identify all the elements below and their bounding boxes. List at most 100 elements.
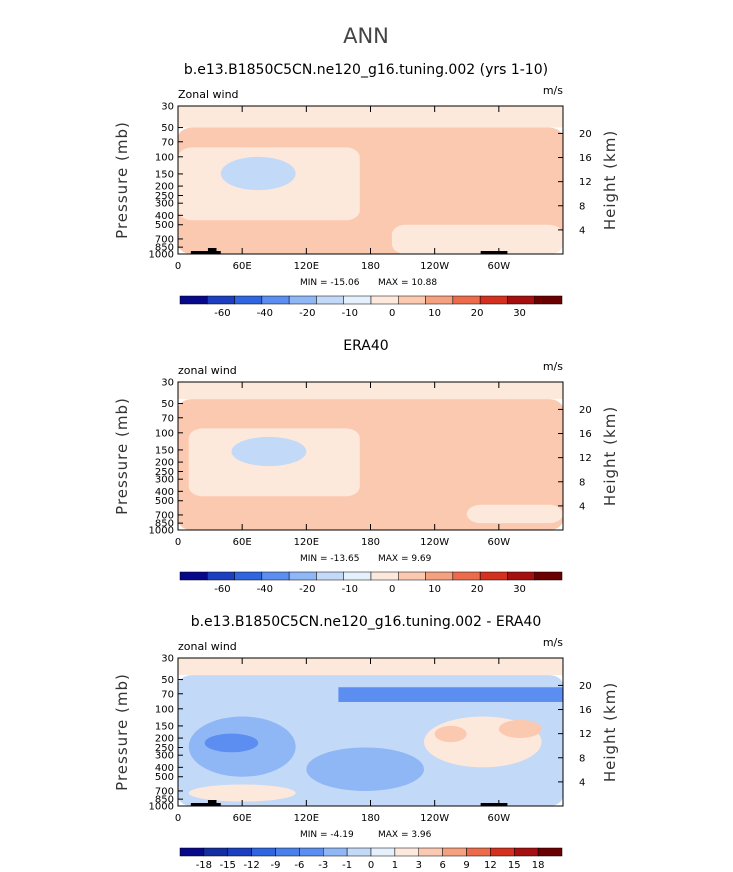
panel-3-units: m/s — [543, 636, 563, 649]
panel-1-min: MIN = -15.06 — [300, 278, 360, 288]
y-tick-label: 200 — [155, 458, 174, 469]
panel-1-ylabel-right: Height (km) — [601, 130, 619, 230]
colorbar-swatch — [316, 571, 344, 581]
panel-1-title: b.e13.B1850C5CN.ne120_g16.tuning.002 (yr… — [184, 62, 548, 78]
y-tick-label: 700 — [155, 786, 174, 797]
y2-tick-label: 16 — [579, 153, 592, 164]
contour-region — [434, 725, 467, 743]
y-tick-label: 50 — [161, 123, 174, 134]
panel-1-units: m/s — [543, 84, 563, 97]
y-tick-label: 50 — [161, 675, 174, 686]
colorbar-label: 12 — [484, 860, 497, 871]
y-tick-label: 100 — [155, 704, 174, 715]
panel-3-ylabel: Pressure (mb) — [113, 673, 131, 791]
x-tick-label: 0 — [175, 261, 181, 272]
colorbar-label: -15 — [220, 860, 236, 871]
y2-tick-label: 4 — [579, 777, 585, 788]
colorbar-swatch — [442, 847, 467, 857]
colorbar-label: -40 — [257, 584, 273, 595]
y-tick-label: 1000 — [149, 802, 174, 813]
colorbar-label: 9 — [463, 860, 469, 871]
y-tick-label: 1000 — [149, 250, 174, 261]
topography — [480, 251, 508, 254]
colorbar-label: -9 — [271, 860, 281, 871]
colorbar-swatch — [418, 847, 443, 857]
y-tick-label: 30 — [161, 654, 174, 665]
y-tick-label: 150 — [155, 445, 174, 456]
y2-tick-label: 4 — [579, 225, 585, 236]
y-tick-label: 100 — [155, 428, 174, 439]
colorbar-swatch — [261, 295, 290, 305]
panel-2-left-label: zonal wind — [178, 364, 237, 377]
colorbar-swatch — [207, 571, 235, 581]
x-tick-label: 60E — [233, 813, 252, 824]
y-tick-label: 850 — [155, 243, 174, 254]
colorbar-label: 30 — [513, 308, 526, 319]
topography — [207, 248, 217, 254]
panel-3-title: b.e13.B1850C5CN.ne120_g16.tuning.002 - E… — [191, 614, 542, 630]
y-tick-label: 400 — [155, 211, 174, 222]
x-tick-label: 60W — [488, 261, 511, 272]
y-tick-label: 50 — [161, 399, 174, 410]
colorbar-swatch — [514, 847, 539, 857]
colorbar-swatch — [227, 847, 252, 857]
colorbar-swatch — [394, 847, 419, 857]
y-tick-label: 250 — [155, 191, 174, 202]
colorbar-label: -20 — [299, 584, 315, 595]
colorbar-swatch — [534, 295, 563, 305]
y-tick-label: 400 — [155, 763, 174, 774]
colorbar-swatch — [452, 295, 481, 305]
colorbar-swatch — [323, 847, 348, 857]
contour-region — [204, 733, 259, 753]
panel-2-ylabel: Pressure (mb) — [113, 397, 131, 515]
y-tick-label: 30 — [161, 378, 174, 389]
panel-3-max: MAX = 3.96 — [378, 830, 432, 840]
y2-tick-label: 20 — [579, 129, 592, 140]
topography — [190, 251, 221, 254]
contour-region — [178, 675, 563, 806]
colorbar-swatch — [234, 571, 263, 581]
y2-tick-label: 16 — [579, 429, 592, 440]
y-tick-label: 500 — [155, 220, 174, 231]
colorbar-label: 6 — [439, 860, 445, 871]
contour-region — [178, 658, 563, 676]
y-tick-label: 500 — [155, 496, 174, 507]
y-tick-label: 700 — [155, 510, 174, 521]
panel-2: ERA40 zonal wind m/s Pressure (mb) Heigh… — [113, 338, 619, 595]
colorbar-swatch — [425, 295, 454, 305]
contour-region — [498, 428, 553, 468]
contour-region — [231, 436, 307, 467]
colorbar-swatch — [534, 571, 563, 581]
y-tick-label: 250 — [155, 467, 174, 478]
panel-3-ylabel-right: Height (km) — [601, 682, 619, 782]
y-tick-label: 100 — [155, 152, 174, 163]
panel-1-max: MAX = 10.88 — [378, 278, 437, 288]
field-1 — [178, 106, 563, 254]
x-tick-label: 0 — [175, 537, 181, 548]
x-tick-label: 0 — [175, 813, 181, 824]
colorbar-label: 0 — [389, 308, 395, 319]
colorbar-swatch — [479, 571, 508, 581]
topography — [190, 803, 221, 806]
x-tick-label: 60W — [488, 537, 511, 548]
panel-2-min: MIN = -13.65 — [300, 554, 359, 564]
panel-1-left-label: Zonal wind — [178, 88, 239, 101]
contour-region — [199, 228, 285, 250]
colorbar-swatch — [275, 847, 300, 857]
x-tick-label: 120E — [294, 813, 319, 824]
colorbar-label: 0 — [368, 860, 374, 871]
contour-region — [466, 504, 563, 524]
y-tick-label: 70 — [161, 689, 174, 700]
panel-1-ylabel: Pressure (mb) — [113, 121, 131, 239]
field-2 — [178, 382, 563, 530]
contour-region — [220, 156, 296, 191]
colorbar-swatch — [398, 295, 426, 305]
colorbar-swatch — [207, 295, 235, 305]
colorbar-swatch — [343, 295, 372, 305]
y2-tick-label: 8 — [579, 753, 585, 764]
colorbar-label: -10 — [342, 308, 358, 319]
y2-tick-label: 8 — [579, 201, 585, 212]
x-tick-label: 120E — [294, 261, 319, 272]
colorbar-label: -20 — [299, 308, 315, 319]
